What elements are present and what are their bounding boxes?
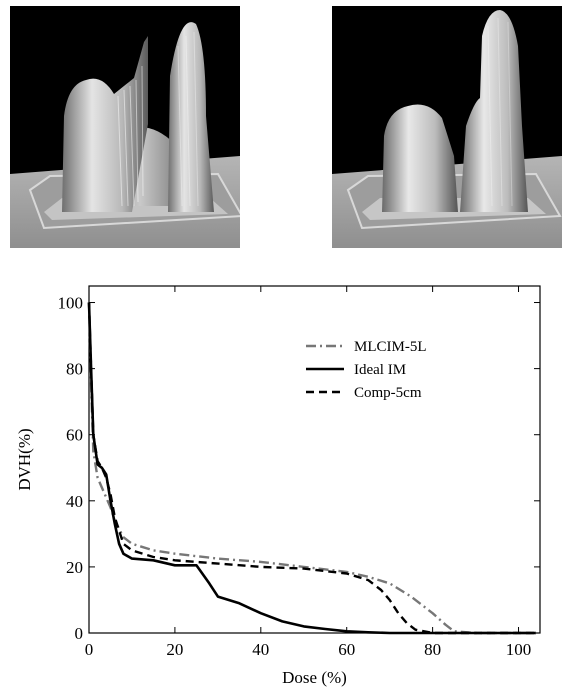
plot-frame: [88, 285, 541, 634]
x-tick-label: 60: [338, 640, 355, 659]
x-tick-label: 20: [166, 640, 183, 659]
dose-surface-left: [10, 6, 240, 248]
y-tick-label: 20: [66, 558, 83, 577]
x-tick-label: 40: [252, 640, 269, 659]
plot-border: [88, 285, 541, 634]
x-axis-title: Dose (%): [282, 668, 347, 687]
series-line-comp-5cm: [87, 302, 536, 635]
x-axis: 0 20 40 60 80 100: [85, 286, 532, 659]
y-axis-title: DVH(%): [15, 428, 34, 490]
y-tick-label: 60: [66, 426, 83, 445]
dvh-chart: 0 20 40 60 80 100 0 20 40 60 80 100 MLCIM-5L Ideal …: [15, 285, 541, 687]
y-tick-label: 0: [75, 624, 84, 643]
y-axis: 0 20 40 60 80 100: [58, 294, 540, 643]
legend-label: MLCIM-5L: [354, 339, 427, 355]
legend-label: Comp-5cm: [354, 385, 422, 401]
dose-surface-right: [332, 6, 562, 248]
legend-label: Ideal IM: [354, 362, 406, 378]
dose-surface-right-graphic: [332, 10, 562, 248]
series-line-ideal-im: [87, 302, 536, 635]
series-line-mlcim-5l: [87, 302, 536, 635]
legend: MLCIM-5L Ideal IM Comp-5cm: [306, 339, 427, 401]
y-tick-label: 40: [66, 492, 83, 511]
y-tick-label: 100: [58, 294, 84, 313]
x-tick-label: 0: [85, 640, 94, 659]
x-tick-label: 100: [506, 640, 532, 659]
y-tick-label: 80: [66, 360, 83, 379]
x-tick-label: 80: [424, 640, 441, 659]
series-lines: [87, 302, 536, 635]
dose-surface-left-graphic: [10, 22, 240, 248]
